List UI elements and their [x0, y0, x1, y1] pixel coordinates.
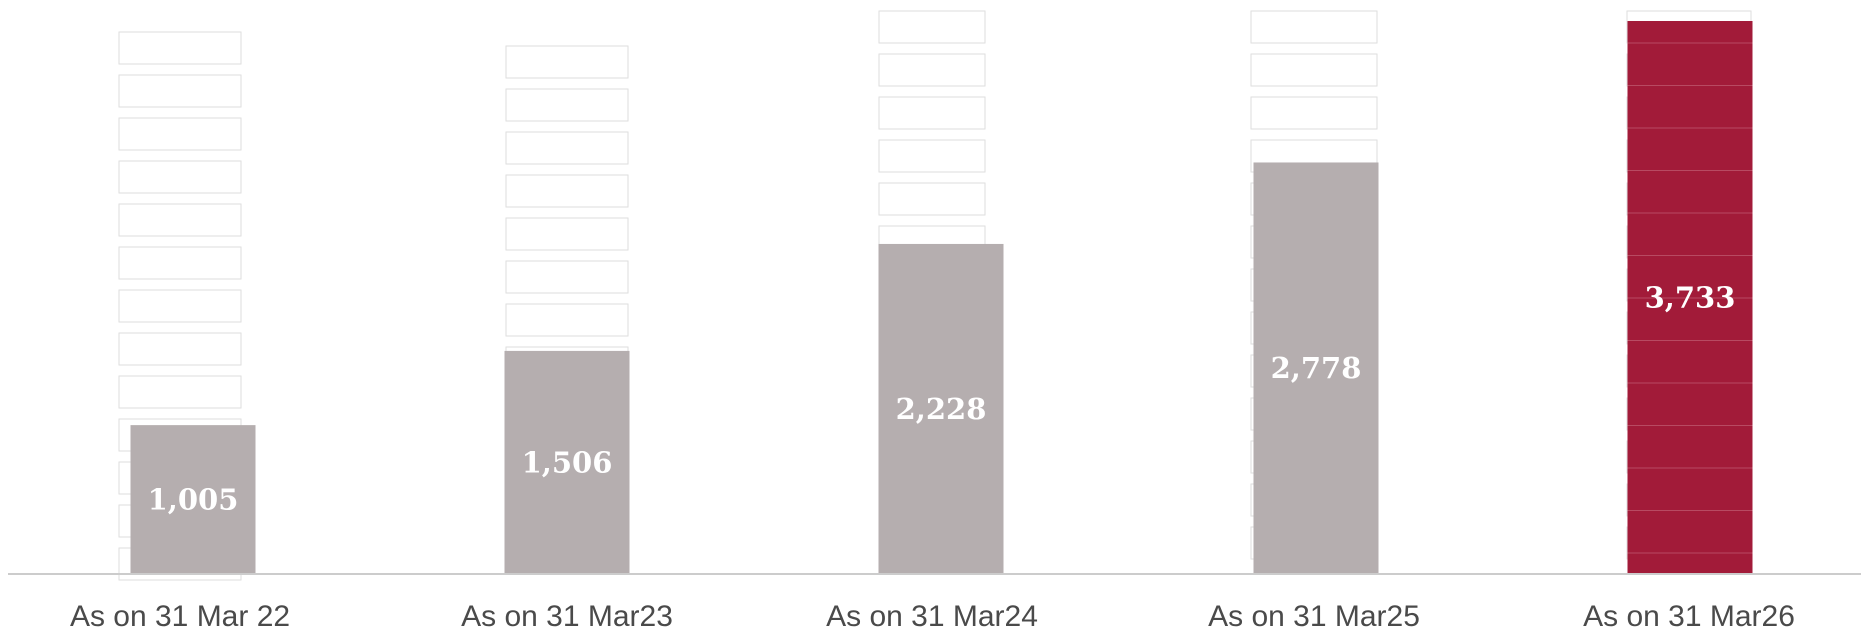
- value-labels-group: 1,005 1,506 2,228 2,778 3,733: [148, 281, 1736, 517]
- stack-outline-box: [878, 96, 986, 130]
- stack-outline-box: [1250, 53, 1378, 87]
- bar-3: [878, 243, 1004, 574]
- bar-value-label: 1,005: [148, 483, 239, 517]
- bar-value-label: 2,778: [1271, 351, 1362, 385]
- bar-1: [130, 425, 256, 574]
- stack-outline-box: [118, 375, 242, 409]
- stack-outline-box: [505, 174, 629, 208]
- stack-outline-box: [505, 131, 629, 165]
- stack-outline-box: [878, 182, 986, 216]
- bar-4: [1253, 162, 1379, 575]
- category-label: As on 31 Mar 22: [70, 600, 290, 633]
- category-label: As on 31 Mar26: [1583, 600, 1795, 633]
- stack-outline-box: [118, 203, 242, 237]
- bar-2: [504, 350, 630, 574]
- stack-outline-box: [505, 260, 629, 294]
- category-label: As on 31 Mar25: [1208, 600, 1420, 633]
- stack-outline-box: [505, 303, 629, 337]
- stack-outline-box: [878, 53, 986, 87]
- stack-outline-box: [118, 74, 242, 108]
- stack-outline-box: [1250, 96, 1378, 130]
- bar-value-label: 3,733: [1645, 281, 1736, 315]
- stack-outline-box: [878, 139, 986, 173]
- category-labels-group: As on 31 Mar 22 As on 31 Mar23 As on 31 Ma…: [70, 600, 1795, 633]
- bars-group: [130, 21, 1753, 575]
- stack-outline-box: [505, 88, 629, 122]
- stack-outline-box: [505, 217, 629, 251]
- category-label: As on 31 Mar23: [461, 600, 673, 633]
- bar-value-label: 2,228: [896, 392, 987, 426]
- stack-outline-box: [505, 45, 629, 79]
- stack-outline-box: [118, 160, 242, 194]
- bar-value-label: 1,506: [522, 445, 613, 479]
- stack-outline-box: [1250, 10, 1378, 44]
- stack-outline-box: [118, 31, 242, 65]
- stack-outline-box: [118, 117, 242, 151]
- stack-outline-box: [118, 332, 242, 366]
- stack-outline-box: [878, 10, 986, 44]
- stack-outline-box: [118, 289, 242, 323]
- category-label: As on 31 Mar24: [826, 600, 1038, 633]
- stack-outline-box: [118, 246, 242, 280]
